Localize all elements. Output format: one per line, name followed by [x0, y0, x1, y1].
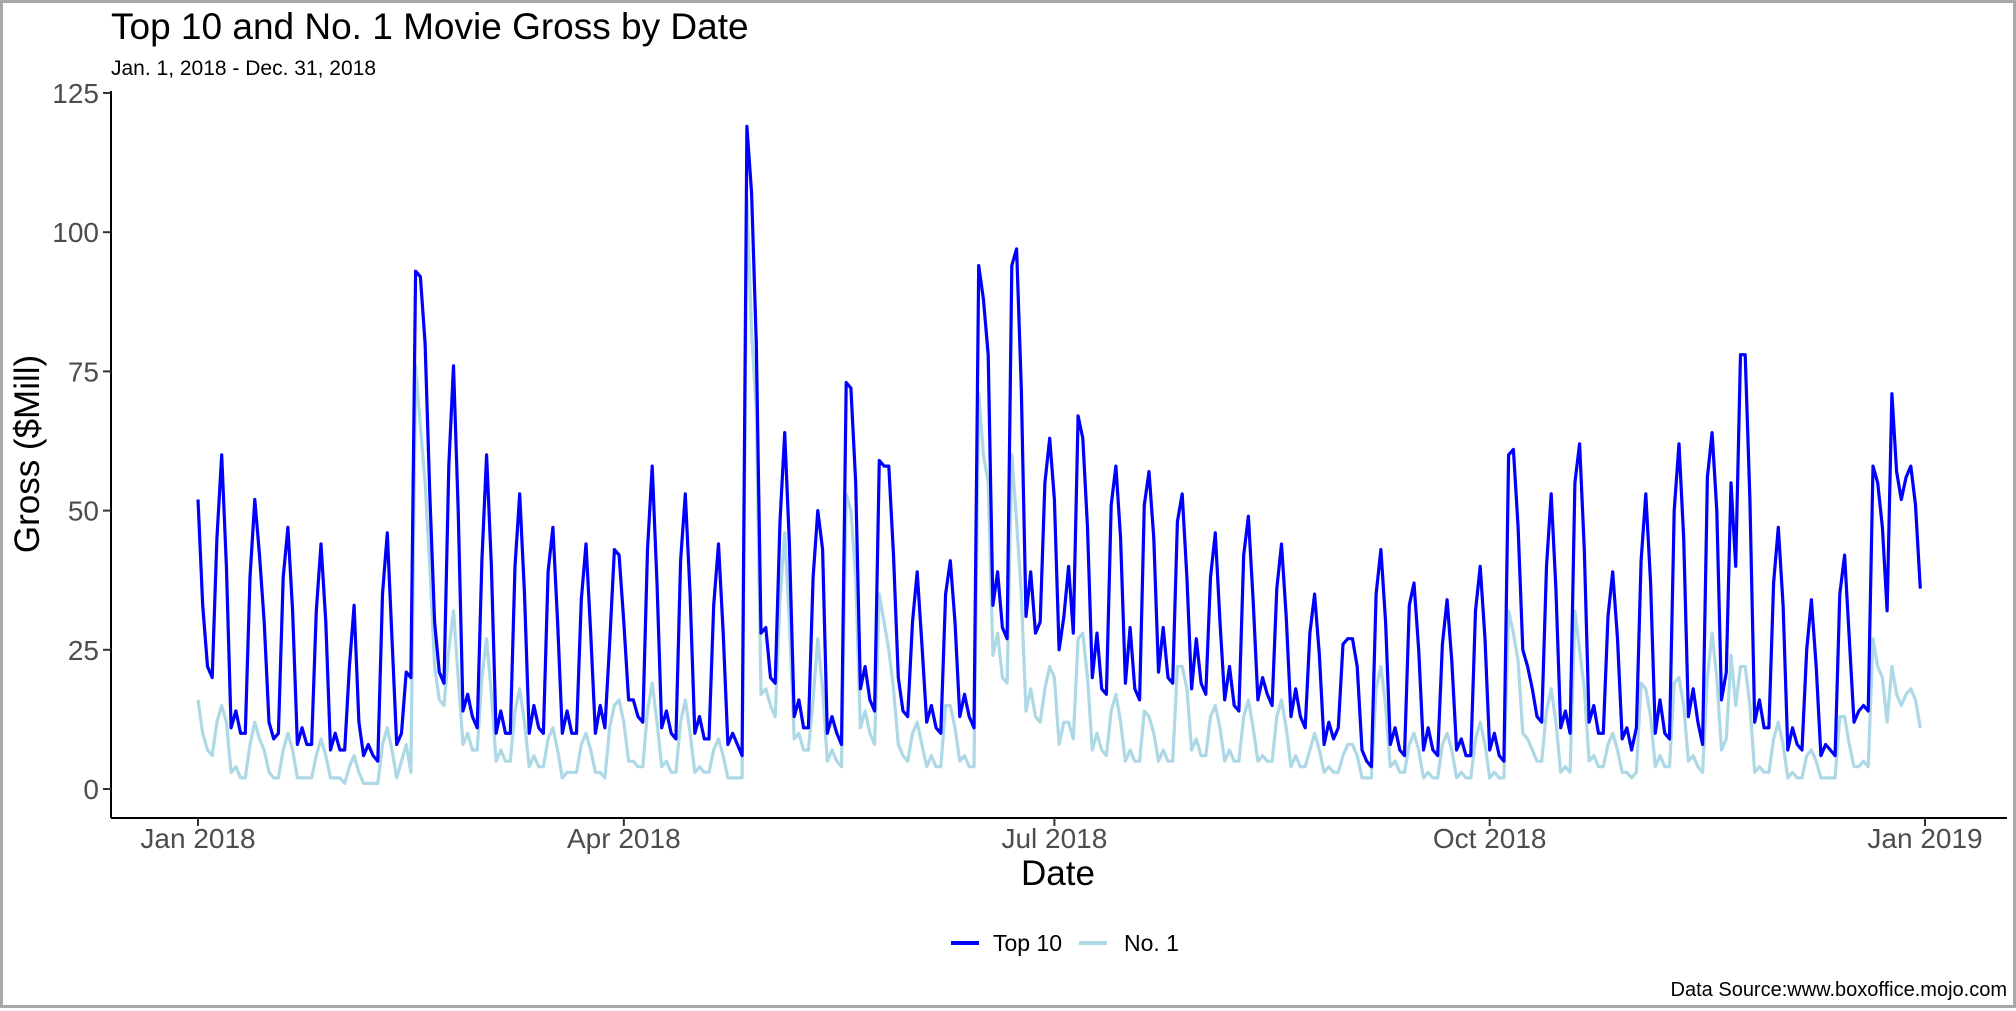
chart-canvas: Top 10 and No. 1 Movie Gross by Date Jan… [8, 6, 2007, 1001]
x-tick-label: Jul 2018 [1001, 823, 1107, 854]
x-tick-label: Oct 2018 [1433, 823, 1547, 854]
x-tick-label: Jan 2019 [1867, 823, 1982, 854]
x-tick-label: Apr 2018 [567, 823, 681, 854]
series-layer [196, 124, 1922, 785]
series-line-top-10 [196, 124, 1922, 769]
x-tick-label: Jan 2018 [140, 823, 255, 854]
y-tick-label: 75 [68, 356, 99, 387]
chart-subtitle: Jan. 1, 2018 - Dec. 31, 2018 [111, 57, 376, 80]
legend-label-top-10: Top 10 [993, 930, 1062, 956]
x-axis-title: Date [1021, 854, 1095, 893]
series-line-no-1 [196, 197, 1922, 785]
y-axis-title: Gross ($Mill) [8, 355, 47, 553]
x-axis: Jan 2018 Apr 2018 Jul 2018 Oct 2018 Jan 2019 [111, 817, 2007, 854]
legend-label-no-1: No. 1 [1124, 930, 1179, 956]
y-tick-label: 100 [52, 217, 99, 248]
y-axis: 0 25 50 75 100 125 [52, 78, 112, 818]
legend: Top 10 No. 1 [951, 930, 1179, 956]
y-tick-label: 0 [83, 774, 99, 805]
y-tick-label: 125 [52, 78, 99, 109]
y-tick-label: 50 [68, 496, 99, 527]
y-tick-label: 25 [68, 635, 99, 666]
chart-title: Top 10 and No. 1 Movie Gross by Date [111, 6, 749, 47]
data-source-caption: Data Source:www.boxoffice.mojo.com [1671, 979, 2007, 1001]
